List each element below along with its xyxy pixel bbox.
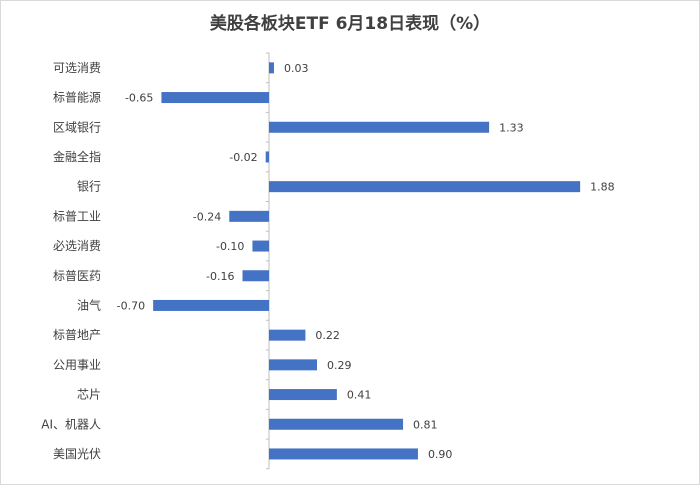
value-label: 1.88 (590, 181, 615, 194)
category-label: 油气 (77, 297, 101, 312)
category-label: 芯片 (77, 388, 101, 402)
bar (229, 210, 269, 222)
value-label: 1.33 (499, 121, 524, 134)
bar (269, 418, 404, 430)
category-label: 标普地产 (53, 328, 101, 342)
bar (269, 448, 418, 460)
bar (265, 151, 269, 163)
bar (269, 121, 490, 133)
category-label: 标普能源 (53, 91, 101, 105)
value-label: 0.81 (413, 418, 438, 431)
category-label: 银行 (77, 180, 101, 194)
value-label: 0.41 (347, 389, 372, 402)
category-label: 必选消费 (53, 239, 101, 253)
bar (269, 62, 274, 74)
bar (269, 181, 581, 193)
chart-title: 美股各板块ETF 6月18日表现（%） (209, 14, 491, 34)
value-label: -0.02 (229, 151, 257, 164)
bar (161, 92, 269, 104)
value-label: 0.22 (315, 329, 340, 342)
category-label: 金融全指 (53, 149, 101, 164)
bar (269, 359, 317, 371)
value-label: -0.24 (193, 210, 221, 223)
value-label: -0.70 (117, 299, 145, 312)
value-label: 0.03 (284, 62, 309, 75)
category-label: AI、机器人 (41, 417, 101, 431)
category-label: 公用事业 (53, 358, 101, 372)
category-label: 美国光伏 (53, 447, 101, 461)
bar (269, 389, 337, 401)
category-label: 标普医药 (53, 269, 101, 283)
value-label: -0.65 (125, 92, 153, 105)
bar (269, 329, 306, 341)
category-label: 区域银行 (53, 120, 101, 134)
value-label: -0.10 (216, 240, 244, 253)
bar (242, 270, 269, 282)
value-label: 0.90 (428, 448, 453, 461)
category-label: 标普工业 (53, 209, 101, 223)
category-label: 可选消费 (53, 61, 101, 75)
value-label: 0.29 (327, 359, 352, 372)
bar (153, 299, 269, 311)
value-label: -0.16 (206, 270, 234, 283)
bar (252, 240, 269, 252)
